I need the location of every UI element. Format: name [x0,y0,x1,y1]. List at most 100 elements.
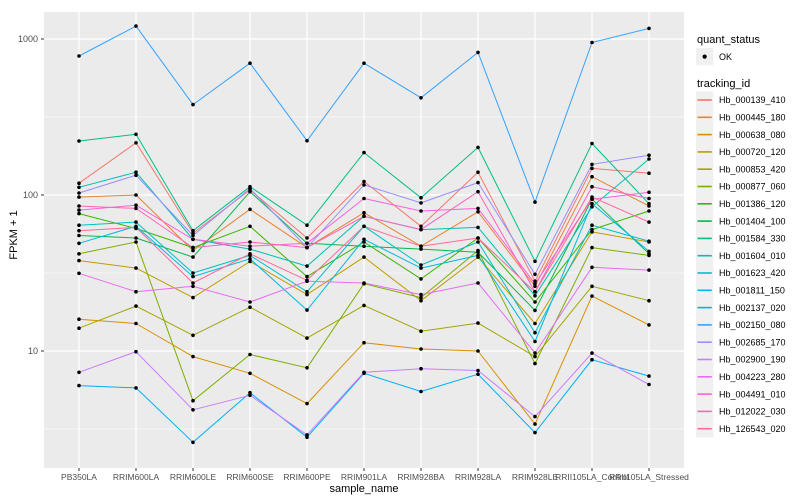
data-point [419,196,423,200]
data-point [476,236,480,240]
data-point [590,284,594,289]
data-point [248,224,252,229]
data-point [590,227,594,232]
data-point [647,201,651,206]
data-point [362,150,366,155]
data-point [419,266,423,270]
data-point [134,225,138,230]
data-point [590,205,594,209]
data-point [476,50,480,55]
data-point [248,259,252,264]
data-point [134,349,138,354]
data-point [647,374,651,378]
data-point [590,245,594,250]
data-point [305,241,309,246]
data-point [647,249,651,254]
data-point [533,300,537,304]
legend-ok-point-icon [702,54,707,59]
legend-label-Hb_000720_120: Hb_000720_120 [719,147,786,157]
data-point [77,139,81,143]
y-tick-label: 100 [23,190,38,200]
data-point [590,265,594,270]
data-point [77,233,81,238]
data-point [419,201,423,205]
data-point [134,24,138,28]
data-point [77,204,81,208]
x-tick-label: RRIM901LA [341,472,388,482]
data-point [533,414,537,419]
data-point [248,352,252,357]
legend-label-Hb_001584_330: Hb_001584_330 [719,234,786,244]
data-point [248,61,252,65]
data-point [191,271,195,275]
data-point [191,248,195,253]
data-point [647,239,651,243]
x-tick-label: RRIM928BA [397,472,445,482]
data-point [77,252,81,256]
x-tick-label: PB350LA [61,472,97,482]
data-point [77,195,81,199]
legend-label-Hb_000638_080: Hb_000638_080 [719,130,786,140]
data-point [191,228,195,233]
data-point [191,237,195,242]
data-point [134,386,138,390]
data-point [533,422,537,426]
data-point [590,351,594,355]
data-point [533,294,537,298]
data-point [134,206,138,211]
legend-label-Hb_004223_280: Hb_004223_280 [719,372,786,382]
data-point [419,295,423,300]
data-point [134,170,138,174]
data-point [305,223,309,227]
data-point [476,170,480,174]
data-point [77,181,81,185]
data-point [476,240,480,244]
data-point [305,278,309,283]
data-point [305,236,309,240]
data-point [590,174,594,179]
data-point [362,61,366,65]
data-point [305,245,309,250]
data-point [305,336,309,340]
data-point [476,281,480,285]
legend-label-Hb_004491_010: Hb_004491_010 [719,389,786,399]
data-point [248,189,252,194]
data-point [533,290,537,294]
data-point [419,347,423,351]
data-point [647,382,651,387]
data-point [77,383,81,388]
data-point [533,281,537,286]
legend-label-Hb_002137_020: Hb_002137_020 [719,303,786,313]
data-point [533,361,537,366]
data-point [419,298,423,303]
data-point [77,241,81,246]
data-point [191,245,195,250]
data-point [77,223,81,227]
data-point [191,284,195,289]
data-point [533,339,537,344]
data-point [305,366,309,370]
data-point [362,244,366,248]
data-point [533,284,537,289]
data-point [248,257,252,261]
data-point [647,190,651,195]
y-tick-label: 1000 [18,34,38,44]
data-point [419,277,423,281]
data-point [419,389,423,394]
data-point [590,201,594,206]
data-point [134,321,138,326]
data-point [362,340,366,345]
data-point [305,401,309,406]
data-point [419,227,423,232]
legend-label-Hb_001811_150: Hb_001811_150 [719,286,785,296]
data-point [419,263,423,267]
legend-label-Hb_001604_010: Hb_001604_010 [719,251,786,261]
data-point [533,200,537,204]
x-tick-label: RRII105LA_Stressed [609,472,689,482]
data-point [647,268,651,272]
x-tick-label: RRIM600PE [283,472,331,482]
legend-label-Hb_002685_170: Hb_002685_170 [719,337,786,347]
x-tick-label: RRIM928LA [455,472,502,482]
data-point [362,179,366,184]
